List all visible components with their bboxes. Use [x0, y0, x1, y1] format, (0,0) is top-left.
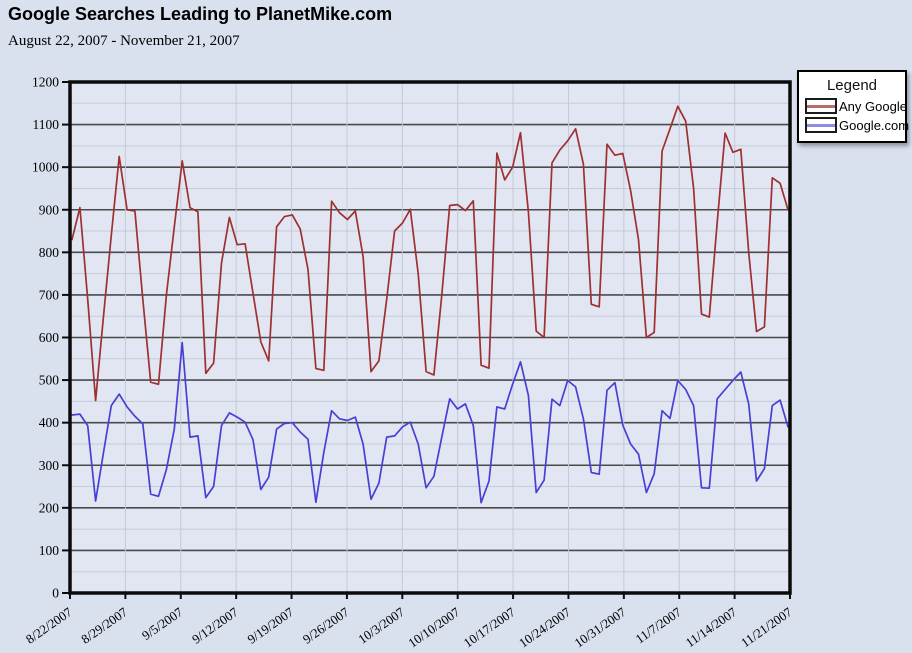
x-axis-label: 11/21/2007: [738, 604, 795, 650]
any-google-swatch-icon: [805, 98, 837, 114]
x-axis-label: 8/22/2007: [23, 604, 75, 647]
y-axis-label: 500: [39, 373, 60, 388]
y-axis-label: 1000: [32, 160, 59, 175]
page-subtitle: August 22, 2007 - November 21, 2007: [8, 33, 240, 49]
y-axis-label: 0: [52, 586, 59, 601]
x-axis-label: 10/24/2007: [516, 604, 574, 651]
page-title: Google Searches Leading to PlanetMike.co…: [8, 4, 393, 24]
y-axis-label: 1100: [33, 117, 60, 132]
x-axis-label: 10/10/2007: [405, 604, 463, 651]
x-axis-label: 9/12/2007: [189, 604, 241, 647]
x-axis-label: 11/14/2007: [683, 604, 740, 650]
legend-item-google-com: Google.com: [805, 117, 909, 133]
y-axis-label: 800: [39, 245, 60, 260]
y-axis-label: 1200: [32, 75, 59, 90]
x-axis-label: 9/5/2007: [139, 604, 186, 643]
y-axis-label: 900: [39, 202, 60, 217]
x-axis-label: 8/29/2007: [78, 604, 130, 647]
y-axis-label: 400: [39, 415, 60, 430]
series-line-any-google: [71, 105, 789, 402]
legend-item-any-google: Any Google: [805, 98, 907, 114]
series-line-google-com: [71, 341, 789, 504]
x-axis-label: 10/31/2007: [571, 604, 629, 651]
y-axis-label: 100: [39, 543, 60, 558]
legend-item-label: Any Google: [839, 98, 907, 114]
y-axis-label: 700: [39, 287, 60, 302]
y-axis-label: 300: [39, 458, 60, 473]
x-axis-label: 10/17/2007: [461, 604, 519, 651]
x-axis-label: 11/7/2007: [633, 604, 685, 647]
legend-title: Legend: [826, 77, 878, 94]
google-com-swatch-icon: [805, 117, 837, 133]
legend-item-label: Google.com: [839, 117, 910, 133]
y-axis-label: 200: [39, 500, 60, 515]
legend: Legend Any Google Google.com: [797, 70, 909, 143]
x-axis-label: 10/3/2007: [355, 604, 407, 647]
x-axis-label: 9/19/2007: [244, 604, 296, 647]
x-axis-label: 9/26/2007: [300, 604, 352, 647]
y-axis-label: 600: [39, 330, 60, 345]
